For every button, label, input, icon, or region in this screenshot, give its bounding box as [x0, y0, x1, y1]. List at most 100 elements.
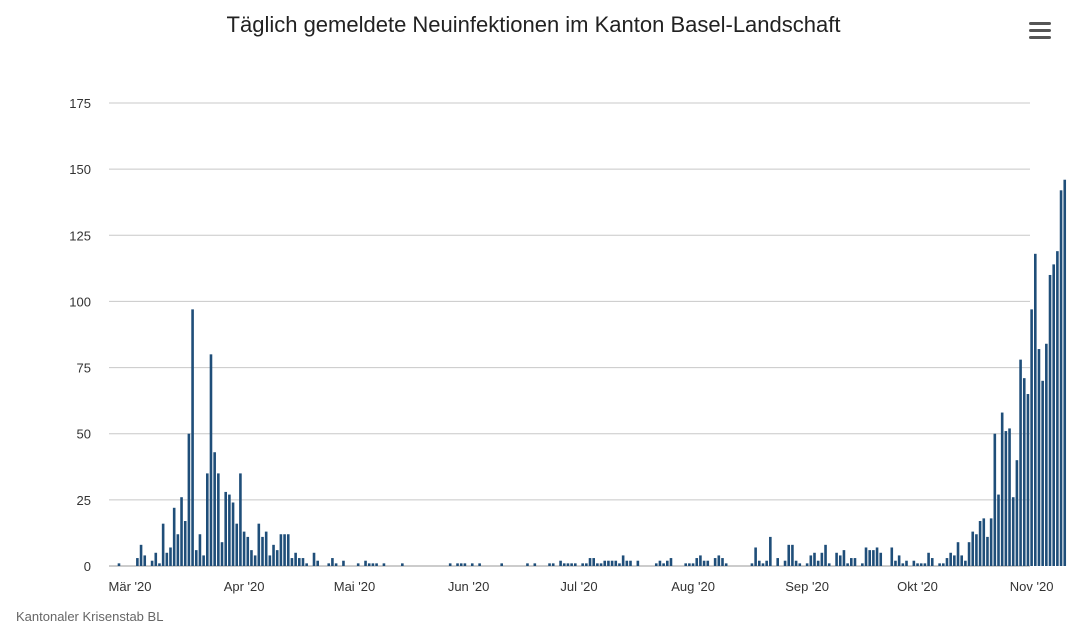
bar[interactable] — [827, 563, 831, 566]
bar[interactable] — [897, 555, 901, 566]
bar[interactable] — [574, 563, 577, 566]
bar[interactable] — [194, 550, 198, 566]
bar[interactable] — [202, 555, 205, 566]
bar[interactable] — [316, 560, 319, 566]
bar[interactable] — [1052, 264, 1055, 566]
bar[interactable] — [842, 550, 846, 566]
bar[interactable] — [879, 552, 883, 566]
bar[interactable] — [154, 552, 158, 566]
bar[interactable] — [559, 560, 562, 566]
bar[interactable] — [850, 558, 853, 566]
bar[interactable] — [783, 560, 787, 566]
bar[interactable] — [1019, 359, 1022, 566]
bar[interactable] — [713, 558, 717, 566]
bar[interactable] — [691, 563, 695, 566]
bar[interactable] — [824, 544, 827, 566]
bar[interactable] — [367, 563, 371, 566]
bar[interactable] — [161, 523, 165, 566]
bar[interactable] — [375, 563, 378, 566]
bar[interactable] — [294, 552, 297, 566]
bar[interactable] — [971, 531, 975, 566]
bar[interactable] — [846, 563, 849, 566]
bar[interactable] — [478, 563, 481, 566]
bar[interactable] — [364, 560, 367, 566]
bar[interactable] — [191, 309, 194, 566]
bar[interactable] — [986, 536, 989, 566]
bar[interactable] — [599, 563, 603, 566]
bar[interactable] — [187, 433, 191, 566]
bar[interactable] — [794, 560, 798, 566]
bar[interactable] — [235, 523, 239, 566]
bar[interactable] — [596, 563, 599, 566]
bar[interactable] — [581, 563, 584, 566]
bar[interactable] — [853, 558, 857, 566]
bar[interactable] — [158, 563, 161, 566]
bar[interactable] — [989, 518, 993, 566]
bar[interactable] — [890, 547, 894, 566]
bar[interactable] — [1011, 497, 1015, 566]
bar[interactable] — [272, 544, 275, 566]
bar[interactable] — [165, 552, 169, 566]
bar[interactable] — [1037, 349, 1041, 566]
bar[interactable] — [382, 563, 386, 566]
bar[interactable] — [1034, 253, 1037, 566]
bar[interactable] — [787, 544, 791, 566]
bar[interactable] — [618, 563, 621, 566]
bar[interactable] — [625, 560, 629, 566]
hamburger-menu-icon[interactable] — [1029, 22, 1051, 40]
bar[interactable] — [610, 560, 614, 566]
bar[interactable] — [1045, 343, 1048, 566]
bar[interactable] — [621, 555, 625, 566]
bar[interactable] — [614, 560, 618, 566]
bar[interactable] — [279, 534, 283, 566]
bar[interactable] — [820, 552, 824, 566]
bar[interactable] — [264, 531, 268, 566]
bar[interactable] — [916, 563, 919, 566]
bar[interactable] — [220, 542, 224, 566]
bar[interactable] — [769, 536, 772, 566]
bar[interactable] — [706, 560, 710, 566]
bar[interactable] — [301, 558, 305, 566]
bar[interactable] — [257, 523, 261, 566]
bar[interactable] — [1015, 460, 1019, 566]
bar[interactable] — [919, 563, 923, 566]
bar[interactable] — [699, 555, 702, 566]
bar[interactable] — [139, 544, 143, 566]
bar[interactable] — [401, 563, 404, 566]
bar[interactable] — [1008, 428, 1011, 566]
bar[interactable] — [758, 560, 761, 566]
bar[interactable] — [688, 563, 691, 566]
bar[interactable] — [945, 558, 949, 566]
bar[interactable] — [894, 560, 897, 566]
bar[interactable] — [975, 534, 978, 566]
bar[interactable] — [231, 502, 235, 567]
bar[interactable] — [956, 542, 960, 566]
bar[interactable] — [816, 560, 820, 566]
bar[interactable] — [253, 555, 257, 566]
bar[interactable] — [750, 563, 754, 566]
bar[interactable] — [684, 563, 687, 566]
bar[interactable] — [206, 473, 209, 566]
bar[interactable] — [805, 563, 809, 566]
bar[interactable] — [1004, 431, 1008, 566]
bar[interactable] — [1063, 179, 1067, 567]
bar[interactable] — [791, 544, 794, 566]
bar[interactable] — [835, 552, 838, 566]
bar[interactable] — [334, 563, 338, 566]
bar[interactable] — [298, 558, 301, 566]
bar[interactable] — [198, 534, 202, 566]
bar[interactable] — [290, 558, 294, 566]
bar[interactable] — [459, 563, 463, 566]
bar[interactable] — [875, 547, 879, 566]
bar[interactable] — [456, 563, 459, 566]
bar[interactable] — [562, 563, 566, 566]
bar[interactable] — [331, 558, 334, 566]
bar[interactable] — [654, 563, 658, 566]
bar[interactable] — [242, 531, 246, 566]
bar[interactable] — [978, 521, 982, 566]
bar[interactable] — [180, 497, 183, 566]
bar[interactable] — [268, 555, 272, 566]
bar[interactable] — [526, 563, 529, 566]
bar[interactable] — [724, 563, 728, 566]
bar[interactable] — [765, 560, 768, 566]
